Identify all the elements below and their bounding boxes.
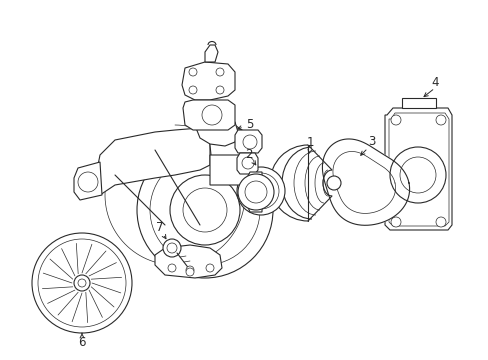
- Circle shape: [32, 233, 132, 333]
- Circle shape: [78, 172, 98, 192]
- Circle shape: [202, 105, 222, 125]
- Circle shape: [189, 68, 197, 76]
- Polygon shape: [183, 100, 235, 130]
- Circle shape: [326, 176, 340, 190]
- Circle shape: [38, 239, 126, 327]
- Polygon shape: [237, 153, 258, 174]
- Circle shape: [167, 243, 177, 253]
- Circle shape: [243, 135, 257, 149]
- Circle shape: [137, 142, 272, 278]
- Circle shape: [78, 279, 86, 287]
- Circle shape: [244, 181, 266, 203]
- Circle shape: [216, 86, 224, 94]
- Circle shape: [205, 264, 214, 272]
- Circle shape: [185, 266, 194, 274]
- Circle shape: [216, 68, 224, 76]
- Polygon shape: [209, 155, 254, 185]
- Circle shape: [242, 157, 253, 169]
- Text: 1: 1: [305, 136, 313, 149]
- Polygon shape: [74, 162, 102, 200]
- Text: 2: 2: [245, 148, 252, 162]
- Circle shape: [390, 115, 400, 125]
- Polygon shape: [322, 139, 409, 225]
- Text: 6: 6: [78, 336, 85, 348]
- Circle shape: [168, 264, 176, 272]
- Text: 3: 3: [367, 135, 375, 148]
- Circle shape: [399, 157, 435, 193]
- Circle shape: [390, 217, 400, 227]
- Polygon shape: [235, 130, 262, 153]
- Text: 5: 5: [246, 118, 253, 131]
- Circle shape: [163, 239, 181, 257]
- Polygon shape: [401, 98, 435, 108]
- Polygon shape: [155, 245, 222, 278]
- Polygon shape: [209, 125, 249, 175]
- Circle shape: [185, 268, 194, 276]
- Text: 7: 7: [156, 221, 163, 234]
- Circle shape: [150, 155, 260, 265]
- Polygon shape: [204, 45, 218, 62]
- Polygon shape: [384, 108, 451, 230]
- Circle shape: [238, 174, 273, 210]
- Circle shape: [189, 86, 197, 94]
- Polygon shape: [246, 172, 262, 212]
- Polygon shape: [196, 120, 238, 146]
- Circle shape: [435, 115, 445, 125]
- Circle shape: [74, 275, 90, 291]
- Circle shape: [170, 175, 240, 245]
- Polygon shape: [95, 128, 209, 195]
- Text: 4: 4: [430, 76, 438, 89]
- Circle shape: [183, 188, 226, 232]
- Polygon shape: [182, 62, 235, 100]
- Circle shape: [435, 217, 445, 227]
- Circle shape: [389, 147, 445, 203]
- Circle shape: [243, 173, 279, 209]
- Circle shape: [237, 167, 285, 215]
